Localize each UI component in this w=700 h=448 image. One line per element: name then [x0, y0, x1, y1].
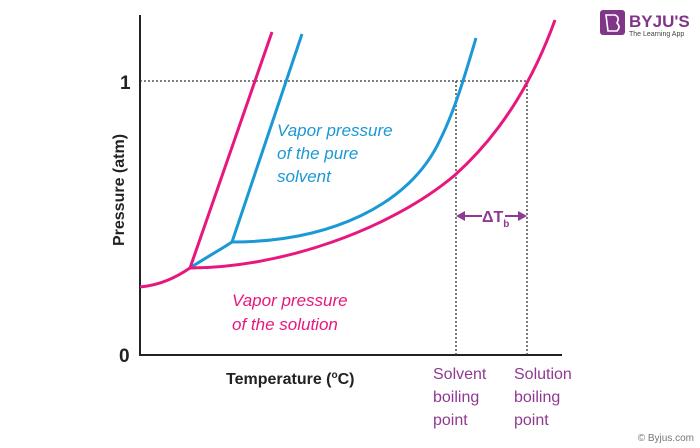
pure-solvent-label: Vapor pressure of the pure solvent: [277, 121, 393, 186]
svg-text:solvent: solvent: [277, 167, 332, 186]
y-axis-label: Pressure (atm): [111, 134, 128, 246]
svg-text:point: point: [514, 412, 549, 429]
solvent-vapor-curve: [231, 37, 478, 244]
svg-text:of the solution: of the solution: [232, 315, 338, 334]
solvent-fusion-curve: [230, 33, 304, 243]
delta-t-label: ΔTb: [482, 209, 509, 230]
solvent-sublimation-curve: [189, 240, 233, 270]
svg-text:Solution: Solution: [514, 366, 572, 383]
svg-text:boiling: boiling: [514, 389, 560, 406]
svg-text:Solvent: Solvent: [433, 366, 487, 383]
solution-fusion-curve: [188, 31, 274, 269]
svg-text:of the pure: of the pure: [277, 144, 358, 163]
svg-text:Vapor pressure: Vapor pressure: [277, 121, 393, 140]
x-axis-label: Temperature (oC): [226, 370, 355, 388]
svg-text:BYJU'S: BYJU'S: [629, 12, 690, 31]
svg-text:boiling: boiling: [433, 389, 479, 406]
svg-text:point: point: [433, 412, 468, 429]
solution-sublimation-curve: [139, 266, 191, 289]
y-tick-1: 1: [120, 73, 131, 94]
copyright: © Byjus.com: [638, 433, 694, 444]
byjus-logo: BYJU'S The Learning App: [600, 10, 690, 38]
solution-vapor-curve: [189, 19, 557, 270]
y-tick-0: 0: [119, 346, 130, 367]
solution-label: Vapor pressure of the solution: [232, 291, 348, 334]
solvent-bp-label: Solvent boiling point: [433, 366, 487, 429]
solution-bp-label: Solution boiling point: [514, 366, 572, 429]
svg-text:The Learning App: The Learning App: [629, 31, 684, 38]
delta-t-arrow: [456, 211, 527, 221]
svg-text:Vapor pressure: Vapor pressure: [232, 291, 348, 310]
